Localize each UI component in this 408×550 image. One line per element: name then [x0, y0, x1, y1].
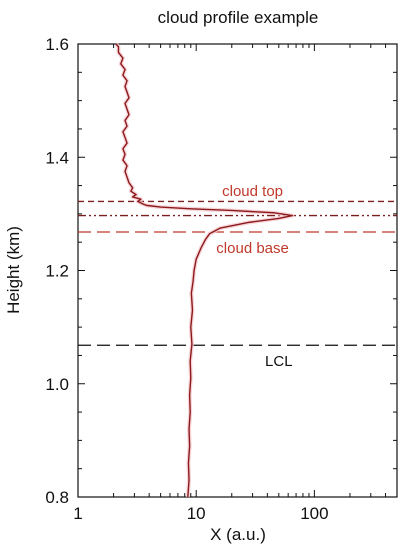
chart-title: cloud profile example	[158, 8, 319, 27]
y-tick-label-0: 0.8	[45, 488, 69, 507]
y-tick-label-4: 1.6	[45, 35, 69, 54]
annotation-2: LCL	[265, 353, 293, 370]
y-tick-label-1: 1.0	[45, 375, 69, 394]
x-tick-label-0: 1	[73, 504, 82, 523]
reference-lines	[78, 200, 397, 346]
annotations: cloud top cloud base LCL	[216, 183, 292, 370]
axis-ticks: 1 10 100 0.8 1.0 1.2 1.4 1.6	[45, 35, 398, 523]
x-axis-label: X (a.u.)	[210, 525, 266, 544]
annotation-0: cloud top	[222, 183, 283, 200]
y-tick-label-3: 1.4	[45, 148, 69, 167]
series-0-line	[115, 43, 293, 498]
plot-frame	[77, 43, 398, 498]
series-layer	[114, 42, 295, 498]
series-0-halo	[114, 42, 295, 498]
x-tick-label-2: 100	[300, 504, 328, 523]
x-tick-label-1: 10	[187, 504, 206, 523]
annotation-1: cloud base	[216, 240, 289, 257]
y-axis-label: Height (km)	[4, 226, 23, 314]
y-tick-label-2: 1.2	[45, 262, 69, 281]
